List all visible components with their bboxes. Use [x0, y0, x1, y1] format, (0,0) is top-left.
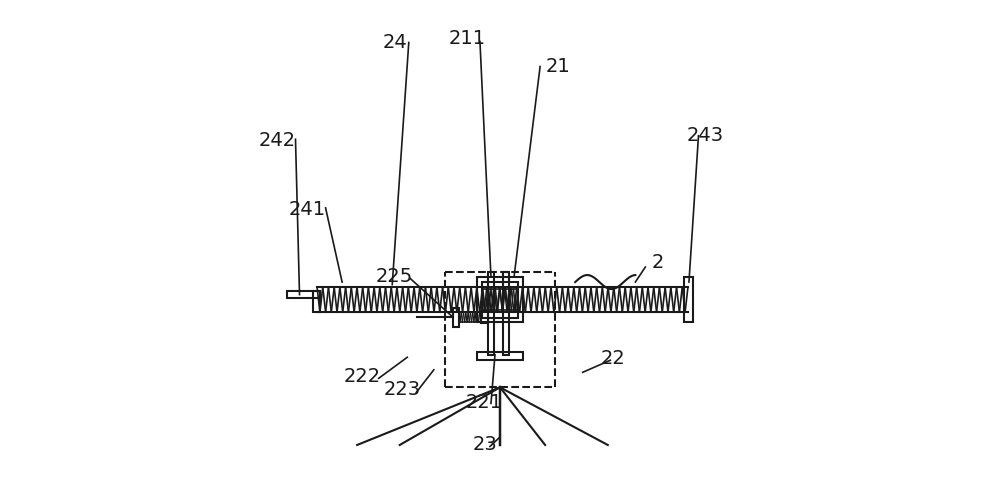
Text: 24: 24	[382, 33, 407, 52]
Text: 221: 221	[465, 393, 503, 412]
Text: 211: 211	[449, 29, 486, 48]
Bar	[477, 277, 523, 322]
Text: 223: 223	[384, 381, 421, 399]
Bar	[488, 272, 494, 355]
Text: 2: 2	[652, 253, 664, 272]
Text: 222: 222	[344, 367, 381, 386]
Bar	[313, 291, 320, 312]
Text: 21: 21	[545, 57, 570, 76]
Bar	[453, 307, 459, 327]
Bar	[503, 272, 509, 355]
Bar	[482, 282, 518, 318]
Bar	[287, 291, 320, 298]
Text: 242: 242	[258, 131, 296, 150]
Text: 243: 243	[687, 126, 724, 145]
Bar	[477, 352, 523, 360]
Text: 225: 225	[376, 267, 413, 286]
Bar	[481, 311, 488, 323]
Bar	[684, 277, 693, 322]
Text: 241: 241	[288, 200, 326, 219]
Text: 23: 23	[473, 435, 497, 455]
Text: 22: 22	[600, 349, 625, 368]
